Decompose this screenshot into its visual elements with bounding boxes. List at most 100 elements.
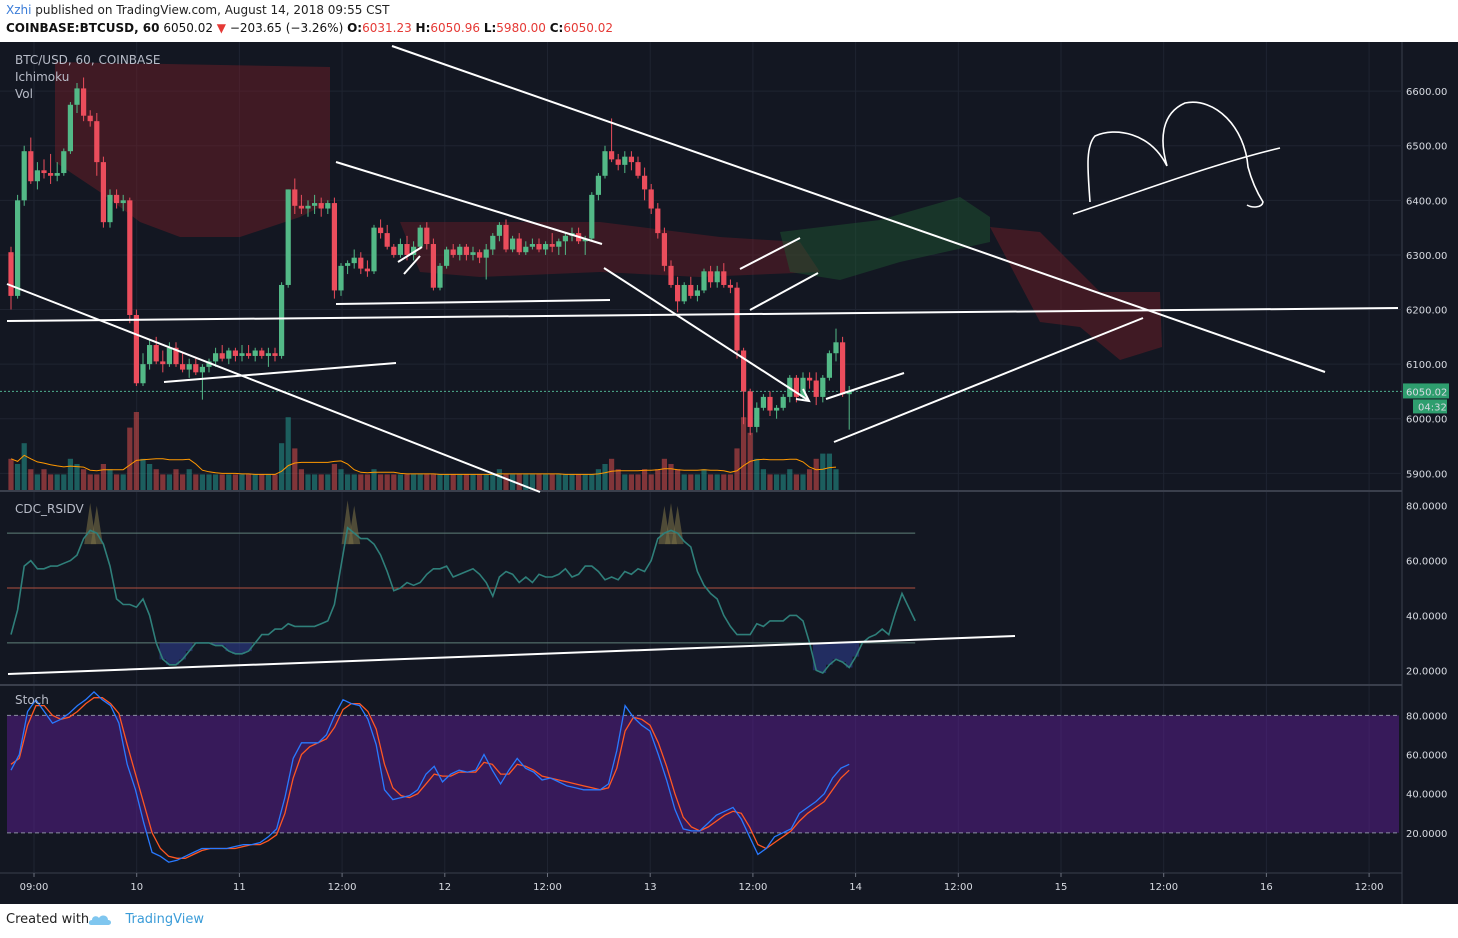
freehand-drawing[interactable] <box>1072 101 1281 215</box>
volume-bar <box>397 474 403 490</box>
grid <box>0 42 1403 904</box>
candle-body <box>846 391 852 395</box>
candle-body <box>807 377 813 381</box>
volume-bar <box>463 474 469 490</box>
candle-body <box>754 407 760 427</box>
volume-bar <box>450 474 456 490</box>
volume-bar <box>404 474 410 490</box>
volume-bar <box>622 474 628 490</box>
trendline[interactable] <box>335 299 611 305</box>
publish-text: published on TradingView.com, August 14,… <box>35 3 390 17</box>
time-axis[interactable]: 09:00 10 11 12:00 12 12:00 13 12:00 14 12:00 15 12:… <box>20 873 1384 893</box>
candle-body <box>41 170 47 174</box>
rsi-overbought-marker <box>671 505 684 545</box>
trendline[interactable] <box>397 246 423 263</box>
candle-body <box>549 244 555 247</box>
candle-body <box>582 238 588 242</box>
candle-body <box>48 173 54 176</box>
candle-body <box>114 194 120 204</box>
volume-bar <box>193 474 199 490</box>
candle-body <box>404 244 410 255</box>
volume-bar <box>292 448 298 490</box>
candle-body <box>444 249 450 266</box>
ichimoku-label[interactable]: Ichimoku <box>15 70 69 84</box>
volume-bar <box>807 469 813 490</box>
author-name[interactable]: Xzhi <box>6 3 32 17</box>
volume-bar <box>800 474 806 490</box>
volume-bar <box>529 474 535 490</box>
cloud-bearish <box>55 62 330 237</box>
price-axis[interactable]: 5900.00 6000.00 6100.00 6200.00 6300.00 6400.… <box>1403 87 1449 840</box>
rsi-overbought-marker <box>348 505 361 545</box>
trendline[interactable] <box>6 283 541 493</box>
candle-body <box>127 200 133 315</box>
volume-bar <box>147 464 153 490</box>
trendline[interactable] <box>749 272 819 311</box>
volume-bar <box>87 474 93 490</box>
stoch-pane-title[interactable]: Stoch <box>15 693 49 707</box>
candle-body <box>153 345 159 362</box>
volume-bar <box>576 474 582 490</box>
candle-body <box>826 353 832 378</box>
trendline[interactable] <box>163 362 397 383</box>
tradingview-link[interactable]: TradingView <box>125 912 204 927</box>
volume-bar <box>351 474 357 490</box>
trendline-drawings[interactable] <box>6 45 1399 675</box>
trendline[interactable] <box>833 317 1144 443</box>
volume-label[interactable]: Vol <box>15 87 33 101</box>
countdown-label: 04:32 <box>1418 402 1447 413</box>
trendline[interactable] <box>335 161 603 245</box>
volume-bar <box>15 464 21 490</box>
trendline[interactable] <box>391 45 1326 373</box>
stoch-tick-label: 20.0000 <box>1406 829 1447 840</box>
candle-body <box>813 380 819 397</box>
volume-bar <box>589 474 595 490</box>
candle-body <box>67 104 73 152</box>
volume-bar <box>417 474 423 490</box>
candle-body <box>364 268 370 272</box>
volume-bar <box>8 458 14 490</box>
volume-bar <box>549 474 555 490</box>
time-tick-label: 12:00 <box>1355 882 1384 893</box>
volume-bar <box>523 474 529 490</box>
volume-bar <box>681 474 687 490</box>
stoch-tick-label: 60.0000 <box>1406 751 1447 762</box>
rsi-pane-title[interactable]: CDC_RSIDV <box>15 502 85 516</box>
volume-bar <box>569 474 575 490</box>
trendline[interactable] <box>7 635 1016 675</box>
candle-body <box>800 377 806 397</box>
volume-bar <box>668 464 674 490</box>
candle-body <box>61 151 67 174</box>
candle-body <box>437 265 443 288</box>
volume-bar <box>602 464 608 490</box>
candle-body <box>94 121 100 163</box>
volume-bar <box>48 474 54 490</box>
candle-body <box>688 284 694 296</box>
trendline[interactable] <box>825 372 905 400</box>
candle-body <box>793 377 799 397</box>
time-tick-label: 14 <box>849 882 862 893</box>
low-value: 5980.00 <box>496 21 546 35</box>
candle-body <box>721 271 727 285</box>
volume-bar <box>364 474 370 490</box>
chart-area[interactable]: BTC/USD, 60, COINBASE Ichimoku Vol CDC_R… <box>0 42 1458 904</box>
trendline[interactable] <box>739 237 801 270</box>
rsi-tick-label: 40.0000 <box>1406 611 1447 622</box>
volume-bar <box>74 464 80 490</box>
trendline[interactable] <box>403 255 421 275</box>
trendline[interactable] <box>6 307 1399 322</box>
candle-body <box>120 200 126 204</box>
candle-body <box>34 170 40 182</box>
candle-body <box>199 366 205 373</box>
candle-body <box>543 244 549 250</box>
candle-body <box>734 287 740 351</box>
volume-bar <box>503 474 509 490</box>
candle-body <box>741 350 747 392</box>
candle-body <box>655 208 661 234</box>
volume-bar <box>457 474 463 490</box>
volume-bar <box>378 474 384 490</box>
volume-bar <box>272 474 278 490</box>
volume-bar <box>232 474 238 490</box>
candle-body <box>694 290 700 296</box>
arrow-line[interactable] <box>603 267 809 401</box>
